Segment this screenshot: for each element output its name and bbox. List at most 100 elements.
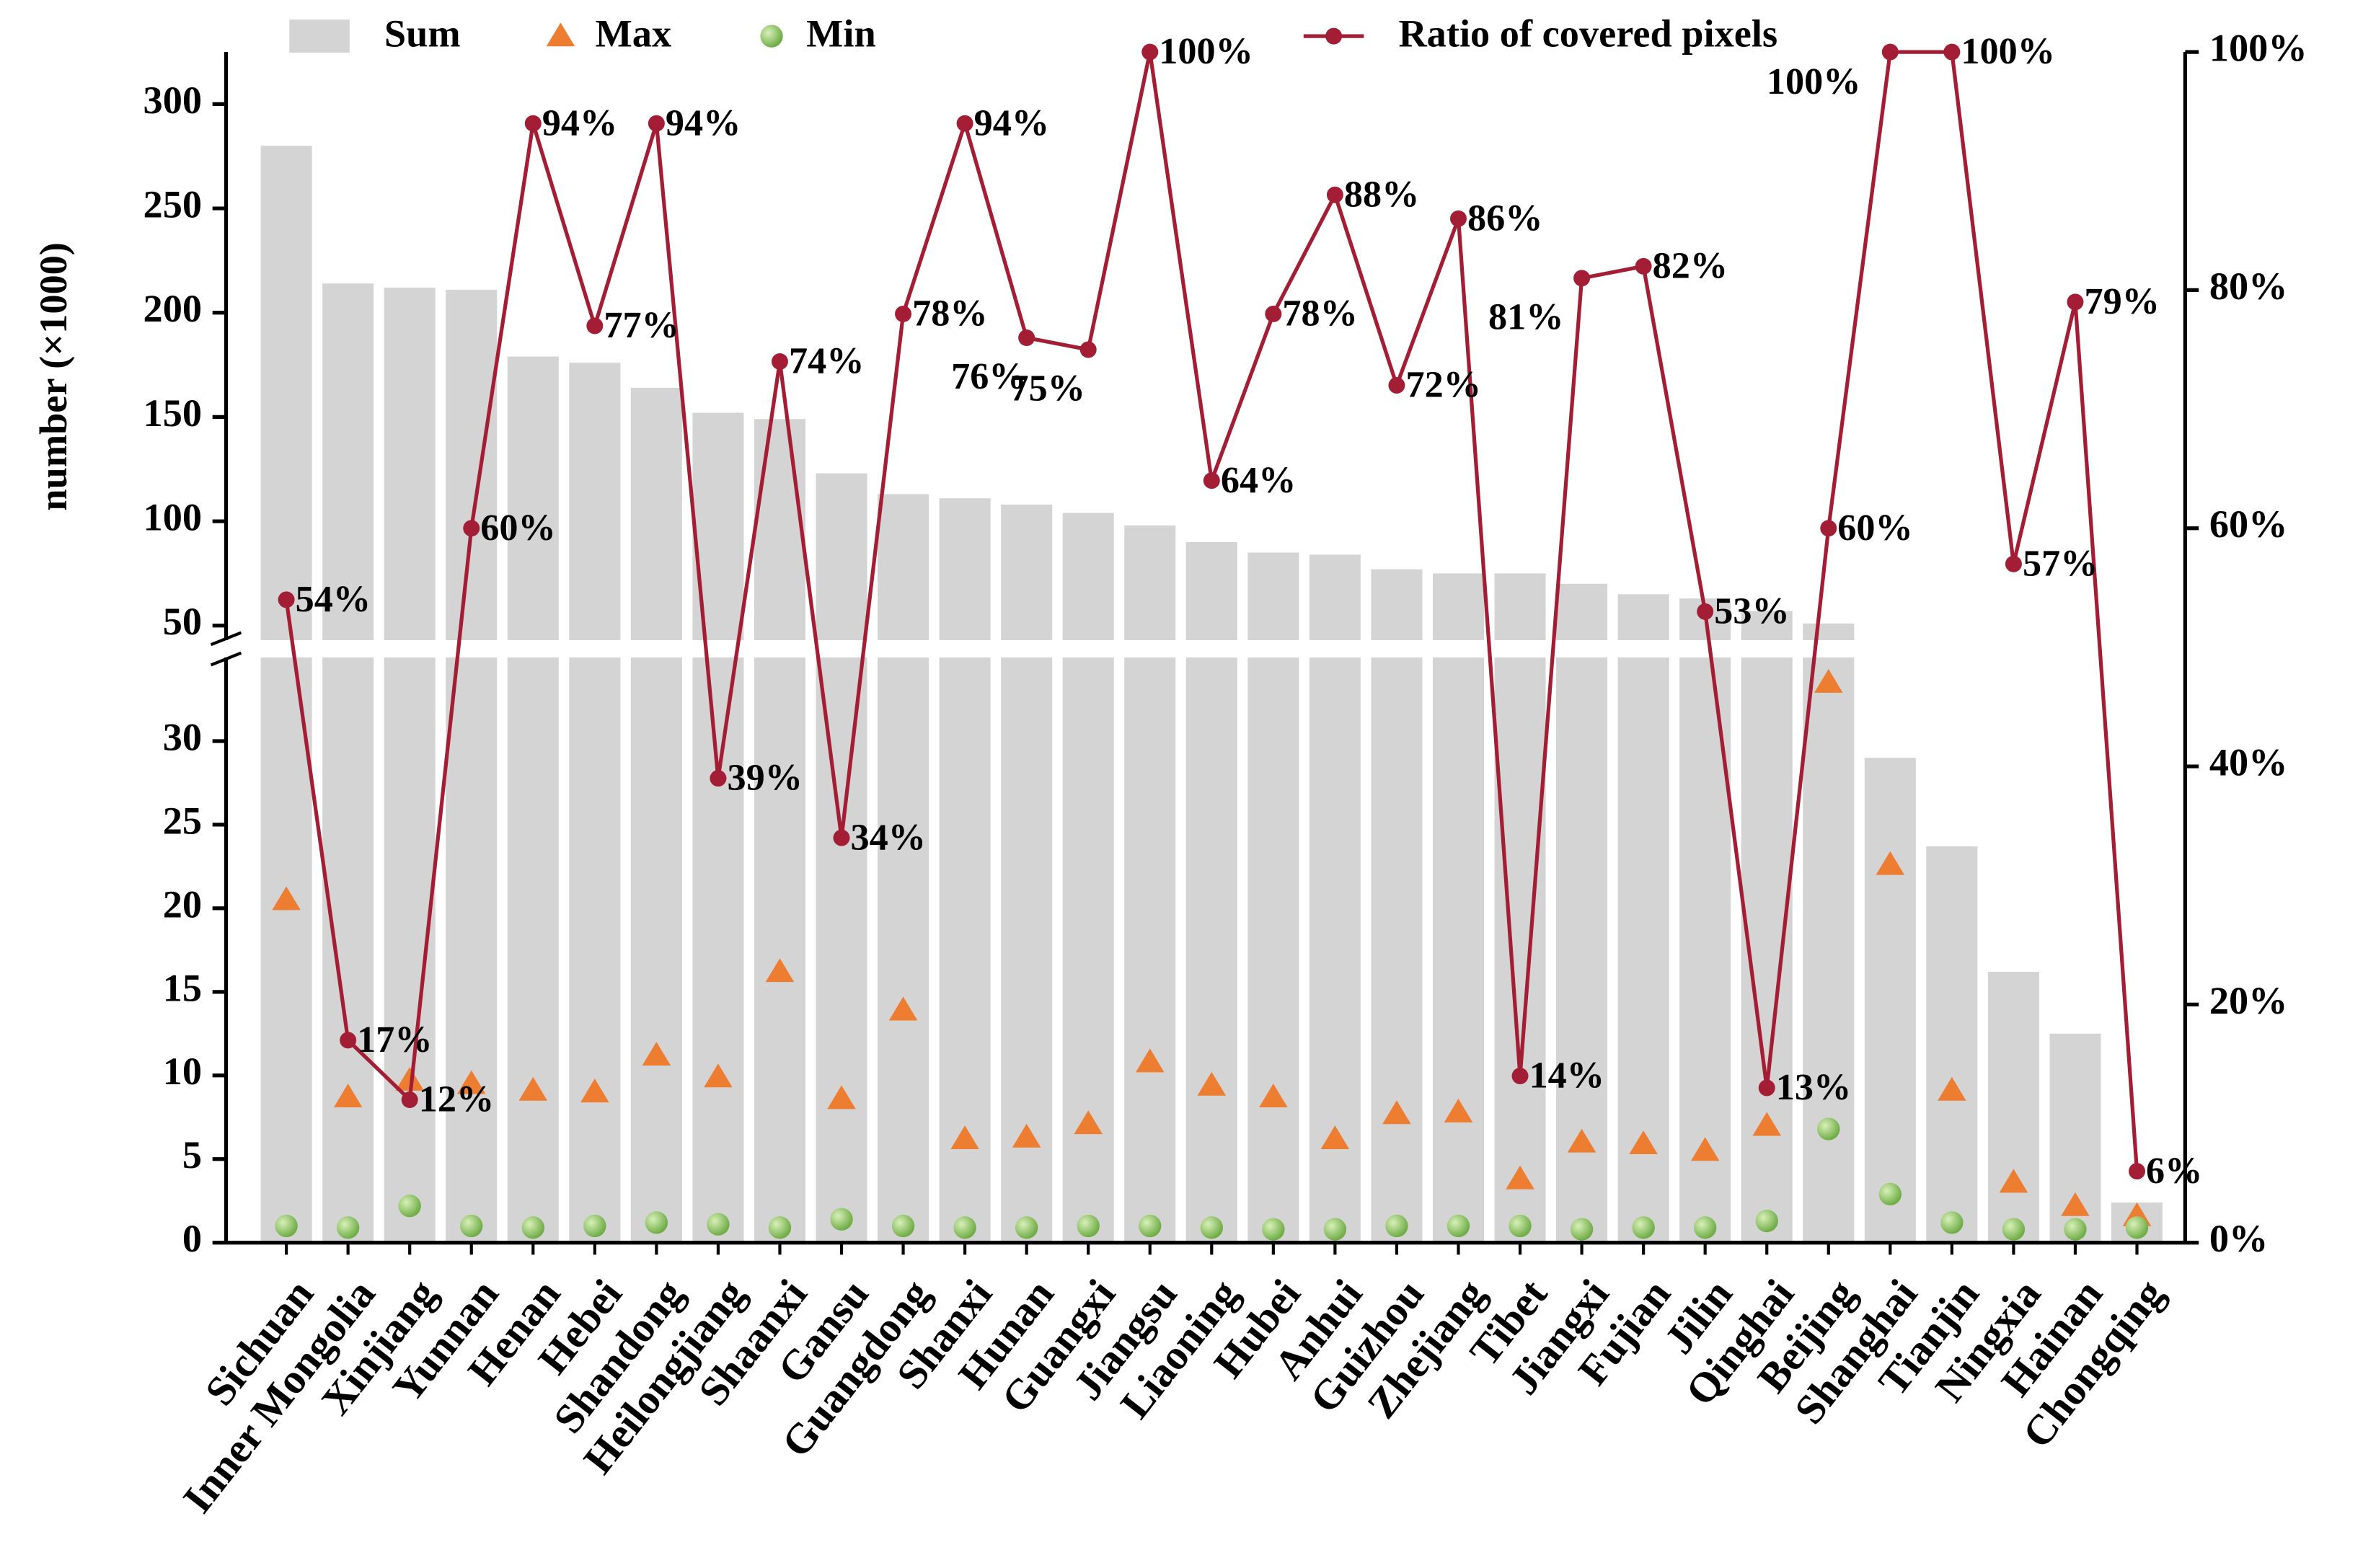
bar bbox=[446, 289, 498, 640]
min-marker bbox=[1077, 1214, 1100, 1238]
max-marker bbox=[272, 886, 301, 911]
bar bbox=[1247, 552, 1299, 640]
data-label: 13% bbox=[1776, 1066, 1851, 1108]
bar bbox=[1062, 657, 1114, 1243]
ratio-marker bbox=[956, 115, 973, 132]
bar bbox=[507, 657, 559, 1243]
bar bbox=[1803, 623, 1855, 640]
legend-swatch bbox=[289, 19, 350, 53]
max-marker bbox=[1567, 1128, 1596, 1153]
ratio-marker bbox=[833, 829, 850, 846]
min-marker bbox=[275, 1214, 298, 1238]
y-tick-label: 20 bbox=[163, 882, 202, 926]
bar bbox=[878, 494, 929, 640]
max-marker bbox=[580, 1078, 609, 1103]
min-marker bbox=[953, 1216, 976, 1239]
min-marker bbox=[645, 1211, 668, 1234]
bar bbox=[1001, 657, 1053, 1243]
y2-tick-label: 60% bbox=[2209, 502, 2288, 546]
data-label: 60% bbox=[1837, 507, 1912, 549]
ratio-marker bbox=[1079, 341, 1097, 358]
min-marker bbox=[336, 1216, 360, 1239]
bar bbox=[446, 657, 498, 1243]
y-tick-label: 50 bbox=[163, 600, 202, 643]
max-marker bbox=[1382, 1100, 1411, 1125]
ratio-marker bbox=[401, 1091, 418, 1108]
max-marker bbox=[1074, 1110, 1103, 1135]
max-marker bbox=[765, 958, 795, 983]
data-label: 94% bbox=[542, 102, 617, 143]
data-label: 76% bbox=[951, 355, 1026, 397]
bar bbox=[384, 288, 436, 640]
min-marker bbox=[1755, 1209, 1778, 1233]
y2-tick-label: 40% bbox=[2209, 741, 2288, 784]
data-label: 57% bbox=[2023, 542, 2098, 584]
data-label: 81% bbox=[1488, 296, 1563, 337]
data-label: 94% bbox=[974, 102, 1049, 143]
data-label: 17% bbox=[357, 1019, 432, 1060]
max-marker bbox=[888, 996, 918, 1021]
ratio-marker bbox=[340, 1032, 357, 1049]
y-tick-label: 10 bbox=[163, 1050, 202, 1093]
y-tick-label: 0 bbox=[182, 1217, 202, 1260]
bar bbox=[1309, 657, 1361, 1243]
data-label: 53% bbox=[1714, 590, 1789, 632]
max-marker bbox=[333, 1084, 363, 1108]
ratio-marker bbox=[1326, 186, 1343, 203]
y-tick-label: 30 bbox=[163, 715, 202, 758]
min-marker bbox=[2125, 1216, 2149, 1239]
min-marker bbox=[768, 1216, 792, 1239]
bar bbox=[816, 473, 867, 640]
ratio-marker bbox=[648, 115, 665, 132]
ratio-marker bbox=[1758, 1079, 1775, 1097]
legend-swatch bbox=[1325, 27, 1343, 45]
bar bbox=[1494, 657, 1546, 1243]
bar bbox=[1371, 569, 1423, 640]
bar bbox=[1124, 657, 1176, 1243]
min-marker bbox=[2002, 1218, 2026, 1241]
legend-label: Max bbox=[596, 12, 672, 56]
data-label: 14% bbox=[1529, 1055, 1604, 1097]
data-label: 77% bbox=[604, 304, 679, 346]
data-label: 78% bbox=[1282, 293, 1357, 335]
max-marker bbox=[950, 1125, 979, 1150]
ratio-marker bbox=[710, 770, 727, 787]
bar bbox=[1556, 583, 1608, 640]
max-marker bbox=[704, 1063, 733, 1088]
ratio-marker bbox=[1943, 43, 1961, 61]
max-marker bbox=[1197, 1071, 1227, 1096]
ratio-marker bbox=[895, 305, 912, 322]
bar bbox=[1247, 657, 1299, 1243]
bar bbox=[878, 657, 929, 1243]
ratio-marker bbox=[586, 317, 604, 335]
axis-break bbox=[210, 651, 242, 667]
min-marker bbox=[1632, 1216, 1655, 1239]
bar bbox=[816, 657, 867, 1243]
data-label: 88% bbox=[1344, 173, 1419, 215]
ratio-marker bbox=[1018, 329, 1035, 346]
min-marker bbox=[891, 1214, 915, 1238]
bar bbox=[939, 657, 991, 1243]
data-label: 6% bbox=[2146, 1150, 2202, 1192]
y2-tick-label: 20% bbox=[2209, 979, 2288, 1022]
min-marker bbox=[521, 1216, 544, 1239]
bar bbox=[1309, 554, 1361, 640]
max-marker bbox=[395, 1066, 424, 1091]
legend-label: Ratio of covered pixels bbox=[1398, 12, 1777, 56]
ratio-marker bbox=[1820, 520, 1837, 537]
max-marker bbox=[1938, 1076, 1966, 1101]
ratio-marker bbox=[771, 353, 788, 370]
min-marker bbox=[1878, 1182, 1902, 1206]
data-label: 54% bbox=[296, 578, 371, 620]
data-label: 82% bbox=[1653, 245, 1728, 287]
min-marker bbox=[707, 1213, 730, 1236]
max-marker bbox=[1506, 1165, 1534, 1190]
y2-tick-label: 80% bbox=[2209, 265, 2288, 308]
min-marker bbox=[398, 1195, 421, 1218]
data-label: 39% bbox=[727, 757, 802, 799]
bar bbox=[1371, 657, 1423, 1243]
data-label: 94% bbox=[666, 102, 741, 143]
ratio-marker bbox=[524, 115, 542, 132]
bar bbox=[1185, 541, 1237, 640]
